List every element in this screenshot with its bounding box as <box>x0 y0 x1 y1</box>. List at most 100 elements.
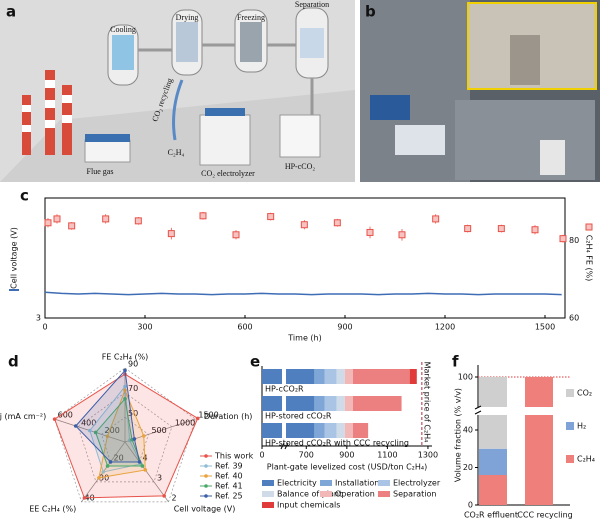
legend-label: Separation <box>393 490 437 499</box>
y2-tick-label: 80 <box>569 236 579 245</box>
radar-tick-label: 500 <box>151 426 166 435</box>
radar-point <box>123 397 127 401</box>
y-tick-label: 100 <box>458 373 473 382</box>
bar-segment <box>352 423 369 438</box>
fe-marker <box>300 221 308 229</box>
axis-break <box>280 442 289 450</box>
y-tick-label: 0 <box>468 501 473 510</box>
axis-break <box>474 405 482 415</box>
radar-series <box>95 397 144 467</box>
radar-point <box>73 424 78 428</box>
radar-tick-label: 3 <box>157 473 162 482</box>
break-gap <box>477 407 509 415</box>
radar-axis <box>124 441 169 503</box>
bar-segment <box>262 369 315 384</box>
radar-point <box>82 496 87 500</box>
radar-point <box>123 384 127 389</box>
bar-segment <box>262 423 315 438</box>
radar-axis-label: Cell voltage (V) <box>174 505 236 514</box>
radar-point <box>105 434 110 439</box>
radar-point <box>140 464 145 468</box>
panel-label: e <box>250 353 260 371</box>
break-gap <box>282 395 286 412</box>
legend-swatch <box>262 480 274 486</box>
radar-grid <box>54 367 196 503</box>
legend-swatch <box>262 502 274 508</box>
y2-tick-label: 60 <box>569 314 579 323</box>
panel-label: f <box>452 353 459 371</box>
radar-axis-label: j (mA cm⁻²) <box>0 412 46 421</box>
illustration-label: HP-cCO₂ <box>285 162 316 171</box>
plot-frame <box>44 197 566 319</box>
x-tick-label: 1500 <box>535 323 555 332</box>
bar-label: HP-stored cCO₂R <box>265 412 332 421</box>
legend-label: H₂ <box>577 422 586 431</box>
legend-marker <box>204 474 208 478</box>
bar-segment <box>352 396 402 411</box>
bar-segment <box>344 369 353 384</box>
illustration-label: CO₂ electrolyzer <box>201 169 255 178</box>
photo <box>360 0 600 182</box>
legend-marker <box>204 454 208 458</box>
legend-swatch <box>566 455 574 463</box>
legend-label: Ref. 39 <box>215 462 243 471</box>
legend-label: Ref. 25 <box>215 492 243 501</box>
x-tick-label: 600 <box>237 323 252 332</box>
radar-point <box>88 428 92 433</box>
bar-segment <box>336 396 345 411</box>
radar-tick-label: 400 <box>81 418 96 427</box>
bar-segment <box>314 369 325 384</box>
radar-point <box>137 460 142 464</box>
fe-marker <box>464 225 472 233</box>
legend-label: CO₂ <box>577 389 592 398</box>
fe-marker <box>68 222 76 230</box>
y2-axis-label: C₂H₄ FE (%) <box>585 235 594 282</box>
radar-tick-label: 2 <box>171 493 176 502</box>
fe-marker <box>432 215 440 223</box>
radar-axis-label: EE C₂H₄ (%) <box>29 505 76 514</box>
bar-segment <box>324 423 337 438</box>
y-tick-label: 40 <box>463 426 473 435</box>
radar-point <box>123 388 127 393</box>
panel-label: b <box>365 3 376 21</box>
radar-series <box>54 373 199 499</box>
reference-label: Market price of C₂H₄ <box>422 362 431 443</box>
fe-marker <box>102 215 110 223</box>
panel-label: c <box>20 187 29 205</box>
panel-label: a <box>6 3 16 21</box>
radar-series <box>75 369 141 463</box>
break-gap <box>523 407 555 415</box>
radar-tick-label: 1000 <box>175 418 195 427</box>
y-axis-label: Cell voltage (V) <box>10 227 19 289</box>
x-tick-label: 0 <box>42 323 47 332</box>
bar-segment <box>314 396 325 411</box>
x-tick-label: 300 <box>137 323 152 332</box>
bar-segment <box>409 369 417 384</box>
x-tick-label: 1200 <box>435 323 455 332</box>
x-tick-label: CO₂R effluent <box>464 511 518 520</box>
legend-marker <box>204 494 208 498</box>
bar-segment <box>336 369 345 384</box>
illustration <box>0 0 355 182</box>
radar-point <box>97 476 101 480</box>
legend-swatch <box>320 491 332 497</box>
fe-marker <box>167 230 175 238</box>
illustration-label: C₂H₄ <box>168 148 185 157</box>
fe-marker <box>366 228 374 236</box>
radar-tick-label: 1500 <box>198 411 218 420</box>
legend-swatch <box>378 480 390 486</box>
illustration-label: Separation <box>295 0 329 9</box>
radar-tick-label: 50 <box>128 409 138 418</box>
illustration-label: Freezing <box>237 13 265 22</box>
legend-label: Operation <box>335 490 375 499</box>
bar-segment <box>479 475 507 505</box>
fe-marker <box>134 217 142 225</box>
radar-tick-label: 200 <box>105 426 120 435</box>
radar-axis-label: Duration (h) <box>204 412 253 421</box>
legend-label: Ref. 40 <box>215 472 243 481</box>
radar-point <box>105 464 110 468</box>
fe-marker <box>44 219 52 227</box>
radar-point <box>132 437 137 441</box>
legend-swatch <box>262 491 274 497</box>
